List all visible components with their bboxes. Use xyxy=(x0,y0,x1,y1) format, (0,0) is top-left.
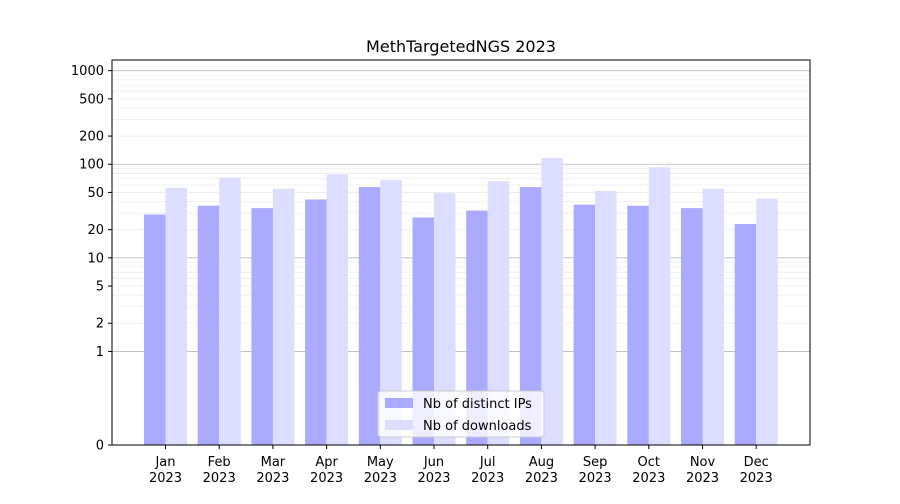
bar xyxy=(358,187,381,445)
bar xyxy=(251,208,273,445)
x-tick-label: Oct xyxy=(638,455,660,470)
y-tick-label: 5 xyxy=(96,280,104,295)
bar xyxy=(702,188,724,445)
bar xyxy=(412,217,434,445)
y-tick-label: 10 xyxy=(87,251,104,266)
x-tick-label: 2023 xyxy=(417,471,450,486)
x-tick-label: 2023 xyxy=(310,471,343,486)
x-tick-label: Jun xyxy=(423,455,444,470)
x-tick-label: 2023 xyxy=(740,471,773,486)
bar xyxy=(519,187,542,445)
bar xyxy=(734,223,757,445)
legend-label: Nb of distinct IPs xyxy=(423,397,532,412)
legend: Nb of distinct IPs Nb of downloads xyxy=(377,390,545,438)
y-tick-label: 1 xyxy=(96,345,104,360)
bar xyxy=(541,157,563,446)
bar xyxy=(219,177,241,446)
bar xyxy=(466,210,488,445)
x-tick-label: Sep xyxy=(583,455,608,470)
x-tick-label: Dec xyxy=(744,455,769,470)
bar xyxy=(627,205,649,445)
bar xyxy=(595,190,617,445)
x-tick-label: 2023 xyxy=(256,471,289,486)
bar xyxy=(165,187,187,445)
y-tick-label: 200 xyxy=(79,130,104,145)
x-tick-label: Feb xyxy=(208,455,231,470)
bar xyxy=(197,205,220,445)
x-tick-label: 2023 xyxy=(471,471,504,486)
bars xyxy=(144,157,778,446)
y-tick-label: 1000 xyxy=(71,64,104,79)
legend-label: Nb of downloads xyxy=(423,419,532,434)
y-tick-label: 2 xyxy=(96,317,104,332)
legend-swatch xyxy=(385,420,413,430)
legend-swatch xyxy=(385,398,413,408)
x-tick-label: 2023 xyxy=(149,471,182,486)
x-tick-label: 2023 xyxy=(525,471,558,486)
bar xyxy=(681,208,703,445)
plot-frame xyxy=(111,59,811,446)
chart-title: MethTargetedNGS 2023 xyxy=(366,37,556,56)
y-tick-label: 0 xyxy=(96,439,104,454)
x-tick-label: Nov xyxy=(690,455,716,470)
bar xyxy=(272,188,295,445)
x-tick-label: 2023 xyxy=(579,471,612,486)
bar xyxy=(648,167,671,446)
x-tick-label: 2023 xyxy=(686,471,719,486)
y-tick-label: 500 xyxy=(79,92,104,107)
x-tick-label: Mar xyxy=(261,455,286,470)
legend-box xyxy=(377,390,545,438)
y-tick-label: 100 xyxy=(79,158,104,173)
x-tick-label: 2023 xyxy=(364,471,397,486)
bar xyxy=(434,193,456,445)
bar xyxy=(487,181,510,445)
y-tick-label: 50 xyxy=(87,186,104,201)
x-tick-label: Jul xyxy=(479,455,496,470)
x-tick-label: Apr xyxy=(315,455,338,470)
x-tick-label: Jan xyxy=(154,455,175,470)
bar xyxy=(305,199,327,445)
bar xyxy=(326,174,349,445)
y-tick-label: 20 xyxy=(87,223,104,238)
y-axis: 0 1 2 5 10 20 50 100 200 500 1000 xyxy=(71,64,112,454)
bar xyxy=(573,204,596,445)
x-tick-label: May xyxy=(367,455,394,470)
bar xyxy=(756,198,778,445)
x-tick-label: 2023 xyxy=(632,471,665,486)
x-axis: Jan2023Feb2023Mar2023Apr2023May2023Jun20… xyxy=(149,445,773,486)
x-tick-label: 2023 xyxy=(203,471,236,486)
bar xyxy=(144,214,166,445)
bar xyxy=(380,179,402,445)
x-tick-label: Aug xyxy=(529,455,554,470)
